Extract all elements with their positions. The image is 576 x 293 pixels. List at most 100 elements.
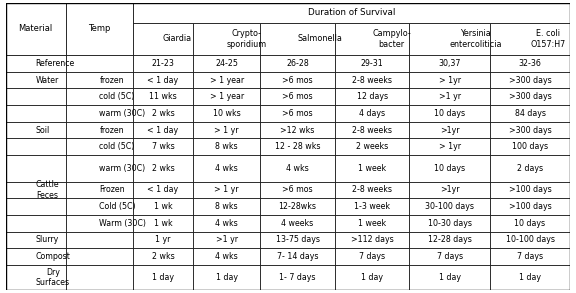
Bar xyxy=(490,105,570,122)
Text: Frozen: Frozen xyxy=(99,185,125,194)
Bar xyxy=(490,88,570,105)
Bar xyxy=(410,215,490,232)
Text: Campylo-
bacter: Campylo- bacter xyxy=(372,29,411,49)
Bar xyxy=(133,198,193,215)
Text: Reference: Reference xyxy=(36,59,75,68)
Text: Yersinia
entercoliticia: Yersinia entercoliticia xyxy=(450,29,502,49)
Text: frozen: frozen xyxy=(99,76,124,84)
Bar xyxy=(410,248,490,265)
Text: Dry
Surfaces: Dry Surfaces xyxy=(36,268,70,287)
Text: 12 - 28 wks: 12 - 28 wks xyxy=(275,142,320,151)
Text: 1 day: 1 day xyxy=(152,273,174,282)
Text: Duration of Survival: Duration of Survival xyxy=(308,8,395,18)
Text: Cold (5C): Cold (5C) xyxy=(99,202,136,211)
Bar xyxy=(490,265,570,290)
Bar xyxy=(133,215,193,232)
Bar xyxy=(66,198,133,215)
Bar xyxy=(260,248,335,265)
Bar xyxy=(260,72,335,88)
Text: Soil: Soil xyxy=(36,126,50,134)
Bar xyxy=(193,55,260,72)
Text: 12-28 days: 12-28 days xyxy=(427,236,472,244)
Bar xyxy=(490,155,570,182)
Bar xyxy=(335,155,410,182)
Text: > 1 yr: > 1 yr xyxy=(214,185,239,194)
Text: 4 wks: 4 wks xyxy=(215,252,238,261)
Bar xyxy=(193,122,260,138)
Text: 4 days: 4 days xyxy=(359,109,385,118)
Text: 1 day: 1 day xyxy=(215,273,237,282)
Text: >6 mos: >6 mos xyxy=(282,109,313,118)
Text: 1 wk: 1 wk xyxy=(154,219,172,228)
Bar xyxy=(260,198,335,215)
Text: >1yr: >1yr xyxy=(440,185,459,194)
Bar xyxy=(133,138,193,155)
Bar xyxy=(133,55,193,72)
Bar xyxy=(6,3,66,55)
Bar xyxy=(133,232,193,248)
Bar xyxy=(335,232,410,248)
Text: 21-23: 21-23 xyxy=(151,59,175,68)
Text: 12 days: 12 days xyxy=(357,92,388,101)
Text: 8 wks: 8 wks xyxy=(215,202,238,211)
Text: 32-36: 32-36 xyxy=(518,59,541,68)
Bar xyxy=(66,23,133,55)
Bar xyxy=(6,265,66,290)
Text: Material: Material xyxy=(18,8,53,18)
Text: < 1 day: < 1 day xyxy=(147,185,179,194)
Bar xyxy=(335,23,410,55)
Bar xyxy=(6,55,66,72)
Bar xyxy=(193,248,260,265)
Bar xyxy=(260,155,335,182)
Text: >300 days: >300 days xyxy=(509,76,551,84)
Text: 7 days: 7 days xyxy=(517,252,543,261)
Text: 2-8 weeks: 2-8 weeks xyxy=(352,185,392,194)
Text: >12 wks: >12 wks xyxy=(281,126,314,134)
Bar xyxy=(133,105,193,122)
Text: 10-100 days: 10-100 days xyxy=(506,236,555,244)
Bar xyxy=(490,23,570,55)
Bar xyxy=(260,215,335,232)
Text: 10 days: 10 days xyxy=(434,164,465,173)
Bar xyxy=(335,265,410,290)
Text: Temp: Temp xyxy=(88,8,111,18)
Text: > 1 yr: > 1 yr xyxy=(214,126,239,134)
Bar xyxy=(490,232,570,248)
Text: 1 week: 1 week xyxy=(358,164,386,173)
Text: 4 wks: 4 wks xyxy=(215,164,238,173)
Text: >1yr: >1yr xyxy=(440,126,459,134)
Bar xyxy=(133,265,193,290)
Bar xyxy=(260,23,335,55)
Bar xyxy=(193,265,260,290)
Bar xyxy=(133,72,193,88)
Bar xyxy=(6,72,66,88)
Text: 1 week: 1 week xyxy=(358,219,386,228)
Text: > 1yr: > 1yr xyxy=(438,142,461,151)
Bar xyxy=(260,122,335,138)
Bar xyxy=(66,55,133,72)
Bar xyxy=(6,23,66,55)
Bar xyxy=(6,88,66,105)
Bar xyxy=(6,248,66,265)
Text: 10 days: 10 days xyxy=(434,109,465,118)
Text: cold (5C): cold (5C) xyxy=(99,92,135,101)
Bar xyxy=(335,105,410,122)
Text: Warm (30C): Warm (30C) xyxy=(99,219,146,228)
Bar xyxy=(6,3,66,23)
Bar xyxy=(260,265,335,290)
Text: 1 day: 1 day xyxy=(519,273,541,282)
Text: 11 wks: 11 wks xyxy=(149,92,177,101)
Bar xyxy=(335,248,410,265)
Bar xyxy=(66,215,133,232)
Text: 7 days: 7 days xyxy=(437,252,463,261)
Text: 8 wks: 8 wks xyxy=(215,142,238,151)
Text: 1-3 week: 1-3 week xyxy=(354,202,390,211)
Bar xyxy=(410,198,490,215)
Text: 1 day: 1 day xyxy=(361,273,383,282)
Bar xyxy=(66,72,133,88)
Text: >1 yr: >1 yr xyxy=(215,236,237,244)
Bar xyxy=(490,182,570,198)
Text: 7 wks: 7 wks xyxy=(151,142,175,151)
Bar xyxy=(66,138,133,155)
Text: Crypto-
sporidium: Crypto- sporidium xyxy=(226,29,267,49)
